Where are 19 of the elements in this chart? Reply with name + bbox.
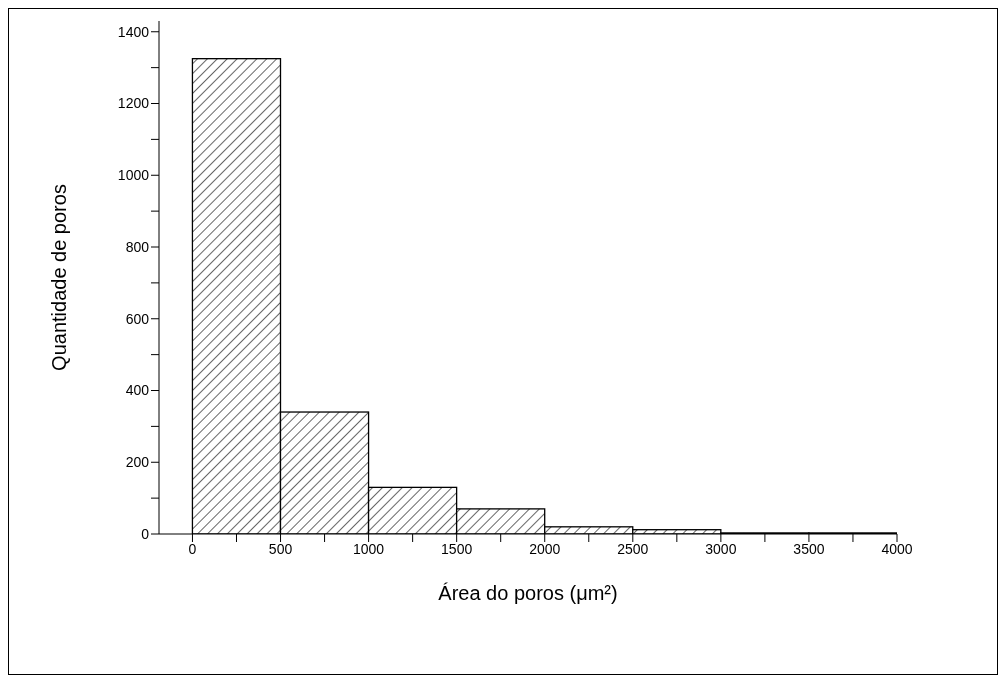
- x-tick-label: 500: [268, 540, 293, 557]
- y-tick-label: 1400: [117, 23, 150, 40]
- x-tick-label: 1500: [441, 540, 473, 557]
- y-tick-label: 800: [125, 238, 150, 255]
- x-tick-label: 2500: [617, 540, 649, 557]
- y-tick-label: 200: [125, 454, 150, 471]
- x-tick-label: 1000: [353, 540, 385, 557]
- x-tick-label: 3000: [705, 540, 737, 557]
- x-tick-label: 2000: [529, 540, 561, 557]
- x-tick-label: 0: [188, 540, 197, 557]
- y-tick-label: 1200: [117, 95, 150, 112]
- y-tick-label: 0: [141, 525, 150, 542]
- x-tick-label: 4000: [881, 540, 913, 557]
- x-tick-label: 3500: [793, 540, 825, 557]
- x-axis-title: Área do poros (μm²): [438, 582, 618, 604]
- y-tick-label: 600: [125, 310, 150, 327]
- y-axis-title: Quantidade de poros: [48, 184, 71, 371]
- y-tick-label: 400: [125, 382, 150, 399]
- y-tick-label: 1000: [117, 167, 150, 184]
